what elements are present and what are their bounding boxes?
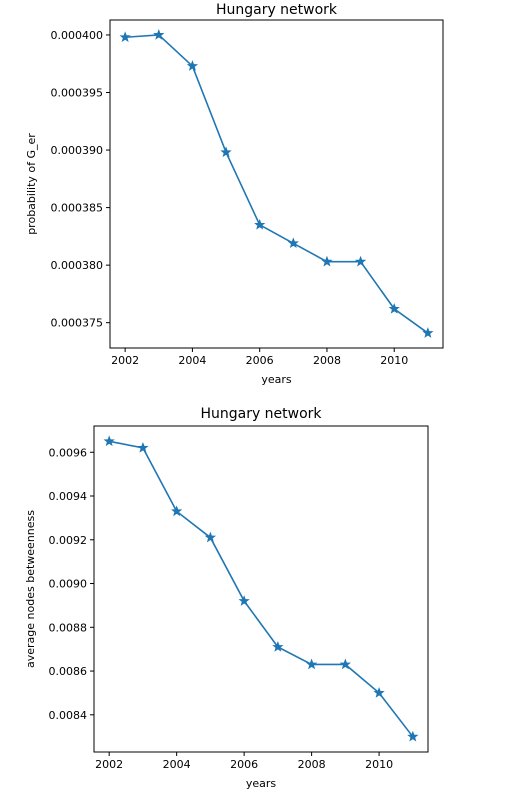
- data-point-star-marker: [272, 641, 284, 652]
- data-point-star-marker: [422, 327, 434, 338]
- data-point-star-marker: [220, 146, 232, 158]
- series-line: [125, 34, 429, 334]
- data-point-star-marker: [305, 658, 318, 670]
- data-point-star-marker: [373, 687, 385, 698]
- y-axis-label: probability of G_er: [25, 133, 38, 235]
- y-tick-label: 0.000380: [51, 259, 104, 272]
- data-point-star-marker: [186, 60, 199, 71]
- chart-average-nodes-betweenness: Hungary network 2002 2004 2006 2008 2010 0.008…: [24, 406, 429, 790]
- chart-probability-g-er: Hungary network 2002 2004 2006 2008 2010 0.000…: [25, 2, 444, 386]
- data-point-star-marker: [119, 31, 131, 43]
- y-tick-label: 0.0092: [49, 534, 88, 547]
- y-tick-label: 0.000385: [51, 202, 104, 215]
- plot-area-frame: [93, 425, 429, 753]
- y-axis-label: average nodes betweenness: [24, 510, 37, 668]
- data-point-star-marker: [171, 505, 183, 517]
- data-point-star-marker: [407, 730, 419, 742]
- y-tick-label: 0.000375: [51, 317, 104, 330]
- y-tick-label: 0.0086: [49, 665, 88, 678]
- y-tick-label: 0.0096: [49, 446, 88, 459]
- x-tick-label: 2006: [246, 354, 274, 367]
- x-tick-label: 2002: [111, 354, 139, 367]
- x-tick-label: 2006: [230, 758, 258, 771]
- data-point-star-marker: [153, 29, 165, 40]
- data-point-star-marker: [254, 218, 266, 230]
- data-point-star-marker: [321, 255, 333, 267]
- data-point-star-marker: [238, 595, 250, 606]
- x-tick-label: 2004: [163, 758, 191, 771]
- data-point-star-marker: [354, 255, 367, 267]
- x-tick-label: 2008: [313, 354, 341, 367]
- series-line: [109, 440, 414, 738]
- x-tick-label: 2008: [298, 758, 326, 771]
- chart-title: Hungary network: [200, 406, 322, 422]
- x-tick-label: 2004: [178, 354, 206, 367]
- y-tick-label: 0.000390: [51, 144, 104, 157]
- data-point-star-marker: [103, 435, 115, 447]
- x-axis-label: years: [246, 777, 277, 790]
- data-point-star-marker: [137, 441, 149, 453]
- x-tick-label: 2010: [365, 758, 393, 771]
- data-point-star-marker: [339, 658, 351, 670]
- x-tick-label: 2010: [380, 354, 408, 367]
- data-point-star-marker: [204, 531, 217, 543]
- y-tick-label: 0.000400: [51, 29, 104, 42]
- x-axis-label: years: [261, 373, 292, 386]
- plot-area-frame: [109, 19, 444, 349]
- y-tick-label: 0.0088: [49, 621, 88, 634]
- y-tick-label: 0.000395: [51, 87, 104, 100]
- y-tick-label: 0.0084: [49, 709, 88, 722]
- x-tick-label: 2002: [95, 758, 123, 771]
- data-point-star-marker: [287, 237, 299, 249]
- chart-title: Hungary network: [216, 2, 338, 18]
- data-point-star-marker: [388, 302, 400, 314]
- y-tick-label: 0.0090: [49, 578, 88, 591]
- y-tick-label: 0.0094: [49, 490, 88, 503]
